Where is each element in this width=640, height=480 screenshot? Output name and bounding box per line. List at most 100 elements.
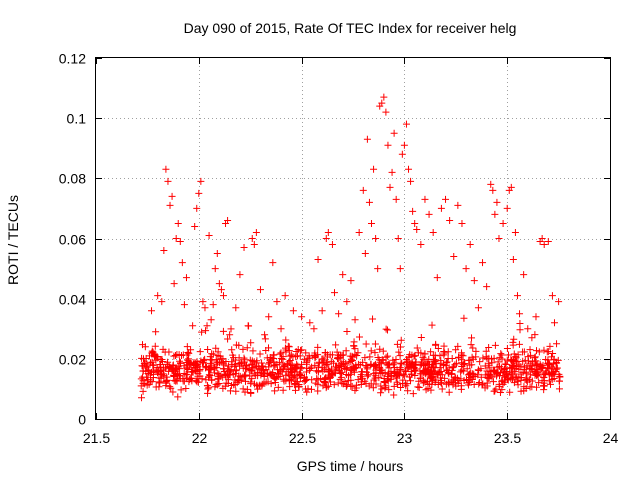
data-point — [150, 361, 158, 369]
data-point — [277, 325, 285, 333]
data-point — [162, 165, 170, 173]
data-point-band — [458, 359, 466, 367]
data-point-band — [222, 379, 230, 387]
data-point-band — [496, 382, 504, 390]
data-point-band — [515, 340, 523, 348]
data-point-band — [154, 354, 162, 362]
data-point-band — [176, 357, 184, 365]
data-point — [516, 310, 524, 318]
data-point-band — [213, 364, 221, 372]
data-point — [483, 283, 491, 291]
data-point — [489, 186, 497, 194]
data-point — [413, 225, 421, 233]
data-point-band — [323, 360, 331, 368]
data-point-band — [224, 335, 232, 343]
data-point-band — [351, 386, 359, 394]
data-point-band — [424, 384, 432, 392]
data-point — [365, 198, 373, 206]
data-point-band — [386, 361, 394, 369]
data-point-band — [196, 348, 204, 356]
data-point-band — [396, 352, 404, 360]
data-point-band — [543, 348, 551, 356]
data-point — [421, 195, 429, 203]
data-point-band — [546, 380, 554, 388]
data-point — [538, 235, 546, 242]
data-point-band — [549, 349, 557, 357]
data-point — [386, 183, 394, 191]
data-point — [417, 241, 425, 249]
data-point-band — [502, 361, 510, 369]
data-point-band — [494, 368, 502, 376]
data-point-band — [243, 385, 251, 393]
data-point-band — [437, 357, 445, 365]
data-point-band — [188, 368, 196, 376]
data-point — [458, 219, 466, 227]
data-point-band — [555, 385, 563, 393]
data-point-band — [507, 364, 515, 372]
data-point-band — [261, 335, 269, 343]
data-point — [215, 280, 223, 288]
data-point-band — [282, 371, 290, 379]
data-point-band — [535, 379, 543, 387]
x-axis: 21.5 22 22.5 23 23.5 24 — [83, 58, 618, 446]
data-point-band — [378, 385, 386, 393]
data-point-band — [285, 375, 293, 383]
data-point — [156, 379, 164, 387]
data-point-band — [312, 379, 320, 387]
data-point-band — [270, 362, 278, 370]
data-point-band — [379, 347, 387, 355]
data-point-band — [486, 372, 494, 380]
data-point-band — [260, 366, 268, 374]
data-point — [265, 313, 273, 321]
data-point-band — [496, 389, 504, 397]
data-point — [388, 168, 396, 176]
data-point — [141, 343, 149, 351]
data-point-band — [369, 384, 377, 392]
data-point-band — [497, 364, 505, 372]
data-point-band — [214, 381, 222, 389]
data-point-band — [334, 355, 342, 363]
data-point-band — [300, 355, 308, 363]
data-point-band — [509, 341, 517, 349]
data-point-band — [251, 363, 259, 371]
data-point-band — [303, 388, 311, 396]
y-tick-label: 0.04 — [59, 292, 86, 308]
data-point-band — [247, 380, 255, 388]
data-point-band — [314, 368, 322, 376]
data-point — [166, 201, 174, 209]
data-point-band — [517, 370, 525, 378]
data-point-band — [296, 374, 304, 382]
x-tick-label: 23 — [397, 430, 413, 446]
data-point — [343, 298, 351, 306]
data-point — [137, 382, 145, 390]
data-point-band — [434, 370, 442, 378]
x-tick-label: 21.5 — [83, 430, 110, 446]
data-point-band — [516, 319, 524, 327]
data-point-band — [168, 365, 176, 373]
data-point — [550, 319, 558, 327]
data-point-band — [487, 368, 495, 376]
data-point-band — [338, 351, 346, 359]
data-point — [201, 304, 209, 312]
data-point-band — [436, 352, 444, 360]
data-point — [409, 207, 417, 215]
data-point-band — [159, 370, 167, 378]
data-point-band — [235, 354, 243, 362]
data-point-band — [254, 385, 262, 393]
data-point-band — [366, 353, 374, 361]
data-point-band — [420, 369, 428, 377]
x-tick-label: 22 — [192, 430, 208, 446]
data-point-band — [512, 353, 520, 361]
data-point-band — [177, 386, 185, 394]
data-point-band — [298, 364, 306, 372]
data-point — [450, 253, 458, 261]
data-point-band — [457, 375, 465, 383]
y-tick-label: 0.08 — [59, 171, 86, 187]
data-point — [298, 313, 306, 321]
data-point — [335, 310, 343, 318]
data-point-band — [461, 360, 469, 368]
data-point-band — [180, 369, 188, 377]
data-point — [511, 228, 519, 236]
data-point — [528, 334, 536, 342]
data-point — [199, 298, 207, 306]
